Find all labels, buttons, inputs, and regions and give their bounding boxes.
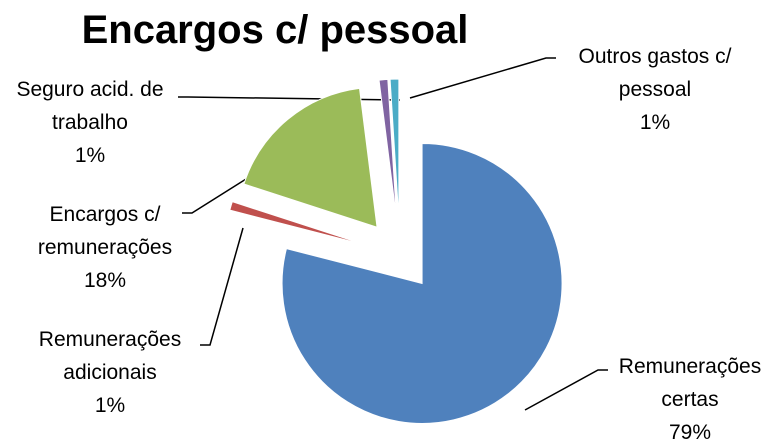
label-value: 1% xyxy=(94,394,126,417)
data-label: Encargos c/ remunerações 18% xyxy=(25,198,185,297)
pie-slice xyxy=(229,201,366,246)
leader-line xyxy=(200,227,244,346)
label-value: 1% xyxy=(74,144,106,167)
data-label: Seguro acid. de trabalho 1% xyxy=(5,73,175,172)
pie-slice xyxy=(243,87,378,228)
label-value: 18% xyxy=(83,269,127,292)
chart-title: Encargos c/ pessoal xyxy=(81,8,469,52)
label-value: 1% xyxy=(639,111,671,134)
label-name: Outros gastos c/ pessoal xyxy=(578,45,732,101)
leader-line xyxy=(178,96,401,101)
pie-slice xyxy=(378,78,398,220)
label-value: 79% xyxy=(668,421,712,443)
data-label: Outros gastos c/ pessoal 1% xyxy=(555,40,755,139)
leader-line xyxy=(409,57,556,99)
label-name: Seguro acid. de trabalho xyxy=(16,78,164,134)
label-name: Encargos c/ remunerações xyxy=(37,203,173,259)
data-label: Remunerações adicionais 1% xyxy=(25,323,195,422)
pie-slice xyxy=(389,78,400,220)
label-name: Remunerações certas xyxy=(618,355,762,411)
pie-slice xyxy=(281,142,563,424)
label-name: Remunerações adicionais xyxy=(38,328,182,384)
data-label: Remunerações certas 79% xyxy=(600,350,774,443)
leader-line xyxy=(524,369,608,411)
